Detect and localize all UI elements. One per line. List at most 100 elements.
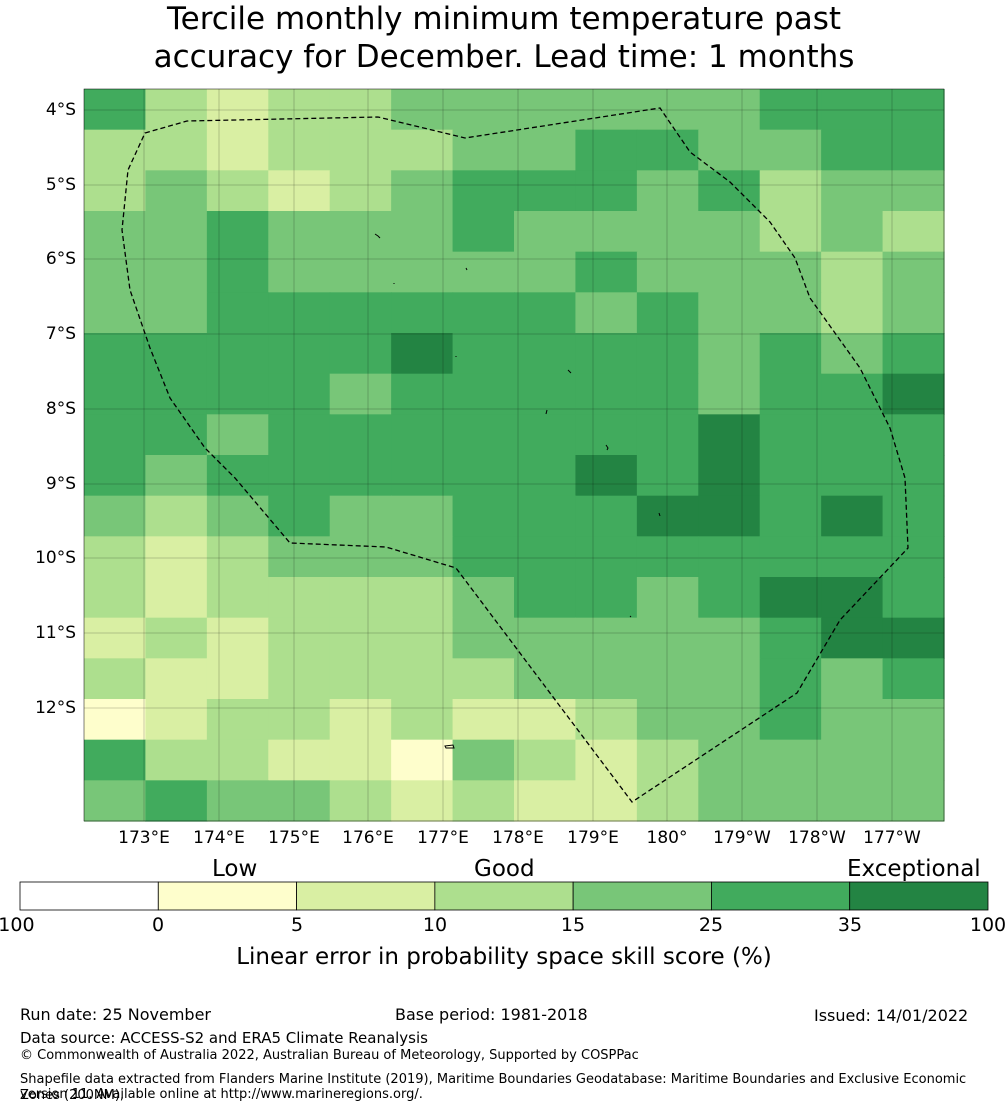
grid-cell (268, 373, 331, 415)
grid-cell (514, 170, 577, 212)
grid-cell (514, 211, 577, 253)
grid-cell (268, 129, 331, 171)
grid-cell (514, 129, 577, 171)
grid-cell (514, 495, 577, 537)
grid-cell (514, 658, 577, 700)
colorbar-tick-label: 5 (290, 914, 304, 936)
lat-tick-label: 4°S (45, 100, 76, 120)
grid-cell (698, 699, 761, 741)
grid-cell (84, 699, 147, 741)
grid-cell (575, 617, 638, 659)
grid-cell (329, 211, 392, 253)
grid-cell (452, 617, 515, 659)
grid-cell (329, 292, 392, 334)
grid-cell (698, 129, 761, 171)
grid-cell (145, 536, 208, 578)
grid-cell (698, 495, 761, 537)
grid-cell (145, 699, 208, 741)
grid-cell (268, 170, 331, 212)
grid-cell (268, 89, 331, 131)
island-outline (629, 615, 632, 618)
grid-cell (452, 495, 515, 537)
grid-cell (84, 536, 147, 578)
grid-cell (882, 780, 945, 822)
grid-cell (698, 455, 761, 497)
grid-cell (206, 495, 269, 537)
grid-cell (636, 617, 699, 659)
grid-cell (759, 373, 822, 415)
island-outline (374, 233, 381, 239)
grid-cell (882, 617, 945, 659)
grid-cell (329, 414, 392, 456)
lon-tick-label: 178°W (788, 828, 846, 848)
grid-cell (145, 617, 208, 659)
graticule (84, 89, 944, 821)
grid-cell (821, 129, 884, 171)
grid-cell (698, 333, 761, 375)
grid-cell (698, 780, 761, 822)
grid-cell (452, 292, 515, 334)
grid-cell (759, 170, 822, 212)
grid-cell (206, 699, 269, 741)
grid-cell (514, 577, 577, 619)
grid-cell (759, 414, 822, 456)
skill-grid (84, 89, 945, 822)
grid-cell (206, 455, 269, 497)
lat-tick-label: 7°S (45, 324, 76, 344)
grid-cell (145, 577, 208, 619)
grid-cell (452, 739, 515, 781)
grid-cell (391, 170, 454, 212)
grid-cell (514, 414, 577, 456)
copyright: © Commonwealth of Australia 2022, Austra… (20, 1048, 639, 1063)
grid-cell (145, 211, 208, 253)
grid-cell (698, 414, 761, 456)
grid-cell (84, 211, 147, 253)
grid-cell (391, 455, 454, 497)
grid-cell (84, 617, 147, 659)
grid-cell (575, 170, 638, 212)
grid-cell (268, 658, 331, 700)
islands (374, 233, 661, 749)
grid-cell (391, 577, 454, 619)
grid-cell (329, 658, 392, 700)
grid-cell (145, 333, 208, 375)
grid-cell (268, 455, 331, 497)
grid-cell (329, 170, 392, 212)
lon-tick-label: 177°E (417, 828, 469, 848)
grid-cell (882, 658, 945, 700)
island-outline (605, 444, 609, 451)
colorbar-tick-label: 25 (698, 914, 724, 936)
grid-cell (882, 89, 945, 131)
grid-cell (698, 292, 761, 334)
grid-cell (514, 536, 577, 578)
grid-cell (84, 414, 147, 456)
grid-cell (698, 739, 761, 781)
grid-cell (391, 129, 454, 171)
grid-cell (268, 414, 331, 456)
grid-cell (268, 251, 331, 293)
eez-boundary-line (121, 107, 909, 803)
grid-cell (84, 577, 147, 619)
grid-cell (329, 251, 392, 293)
grid-cell (636, 129, 699, 171)
grid-cell (636, 333, 699, 375)
grid-cell (514, 617, 577, 659)
lon-tick-label: 178°E (492, 828, 544, 848)
colorbar-segment (849, 881, 989, 911)
grid-cell (821, 251, 884, 293)
lat-tick-label: 5°S (45, 175, 76, 195)
grid-cell (84, 373, 147, 415)
grid-cell (698, 536, 761, 578)
colorbar-segment (157, 881, 297, 911)
grid-cell (206, 780, 269, 822)
grid-cell (84, 129, 147, 171)
grid-cell (452, 699, 515, 741)
grid-cell (882, 495, 945, 537)
grid-cell (636, 658, 699, 700)
grid-cell (145, 170, 208, 212)
grid-cell (268, 699, 331, 741)
grid-cell (391, 373, 454, 415)
grid-cell (821, 292, 884, 334)
shapefile-credit-line-2: version 11. Available online at http://w… (20, 1087, 423, 1102)
grid-cell (391, 292, 454, 334)
